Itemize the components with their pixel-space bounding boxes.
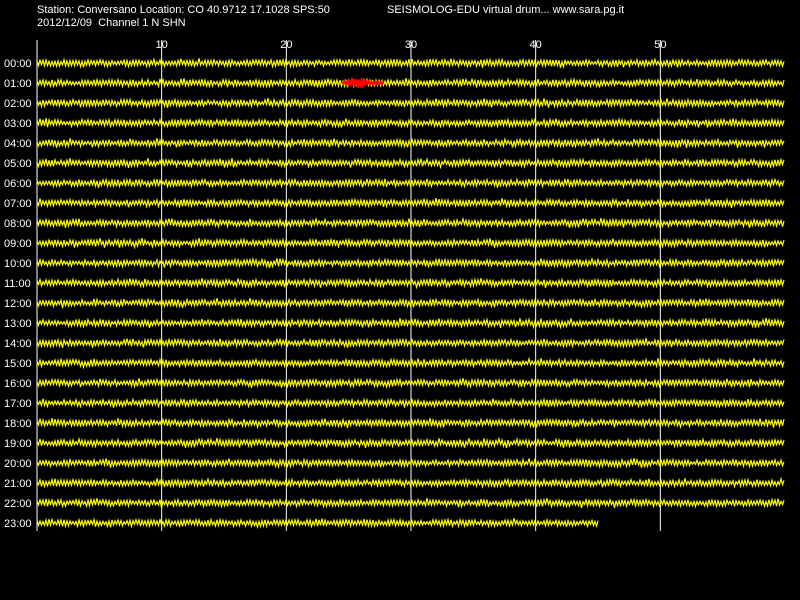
- trace-1300: [36, 317, 785, 330]
- trace-0200: [36, 97, 785, 109]
- trace-1100: [36, 277, 785, 290]
- trace-0600: [36, 177, 785, 189]
- row-label: 10:00: [4, 258, 32, 270]
- trace-2000: [36, 457, 785, 470]
- row-label: 08:00: [4, 218, 32, 230]
- trace-1600: [36, 377, 785, 390]
- row-label: 22:00: [4, 498, 32, 510]
- tick-layer: 10 20 30 40 50: [156, 39, 667, 51]
- trace-0400: [36, 136, 785, 149]
- row-label: 02:00: [4, 98, 32, 110]
- row-label: 07:00: [4, 198, 32, 210]
- trace-0300: [36, 117, 785, 129]
- trace-1500: [36, 356, 785, 370]
- row-label: 04:00: [4, 138, 32, 150]
- row-label: 15:00: [4, 358, 32, 370]
- row-label-layer: 00:00 01:00 02:00 03:00 04:00 05:00 06:00 07:00…: [4, 58, 32, 530]
- trace-1400: [36, 337, 785, 349]
- station-info: Station: Conversano Location: CO 40.9712…: [37, 4, 330, 16]
- trace-0900: [36, 237, 785, 250]
- date-channel-info: 2012/12/09 Channel 1 N SHN: [37, 17, 186, 29]
- trace-2300: [36, 517, 599, 530]
- row-label: 09:00: [4, 238, 32, 250]
- row-label: 21:00: [4, 478, 32, 490]
- row-label: 12:00: [4, 298, 32, 310]
- row-label: 19:00: [4, 438, 32, 450]
- app-title: SEISMOLOG-EDU virtual drum... www.sara.p…: [387, 4, 625, 16]
- row-label: 03:00: [4, 118, 32, 130]
- trace-layer: [36, 57, 785, 530]
- row-label: 18:00: [4, 418, 32, 430]
- row-label: 23:00: [4, 518, 32, 530]
- trace-2200: [36, 497, 785, 509]
- row-label: 17:00: [4, 398, 32, 410]
- x-tick-label: 40: [530, 39, 542, 51]
- row-label: 01:00: [4, 78, 32, 90]
- trace-0100: [36, 77, 785, 89]
- row-label: 00:00: [4, 58, 32, 70]
- trace-1700: [36, 397, 785, 409]
- trace-2100: [36, 476, 785, 489]
- trace-1200: [36, 297, 785, 310]
- trace-1800: [36, 417, 785, 430]
- row-label: 06:00: [4, 178, 32, 190]
- trace-0700: [36, 197, 785, 210]
- trace-1900: [36, 436, 785, 449]
- event-trace: [341, 77, 384, 89]
- trace-0000: [36, 57, 785, 70]
- row-label: 20:00: [4, 458, 32, 470]
- row-label: 16:00: [4, 378, 32, 390]
- trace-0500: [36, 156, 785, 170]
- x-tick-label: 20: [280, 39, 292, 51]
- row-label: 14:00: [4, 338, 32, 350]
- row-label: 13:00: [4, 318, 32, 330]
- x-tick-label: 30: [405, 39, 417, 51]
- row-label: 05:00: [4, 158, 32, 170]
- trace-1000: [36, 256, 785, 269]
- row-label: 11:00: [4, 278, 31, 290]
- trace-0800: [36, 216, 785, 229]
- x-tick-label: 10: [156, 39, 168, 51]
- x-tick-label: 50: [654, 39, 666, 51]
